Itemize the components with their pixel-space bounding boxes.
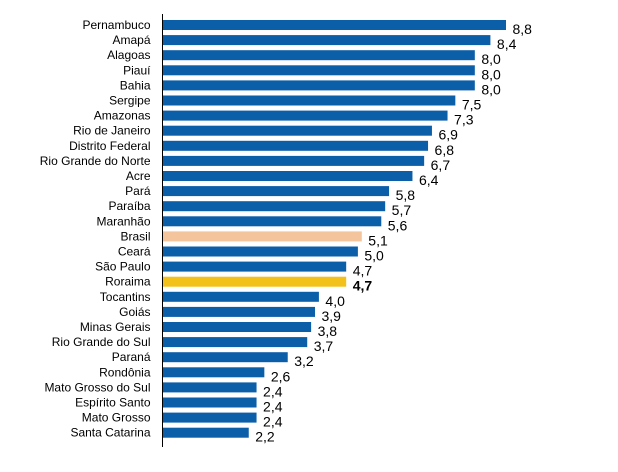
bars-layer	[163, 20, 506, 438]
bar-8	[163, 140, 429, 151]
value-label-2: 8,0	[481, 51, 501, 67]
bar-4	[163, 80, 475, 91]
value-label-11: 5,8	[396, 187, 416, 203]
category-label-9: Rio Grande do Norte	[40, 154, 151, 168]
category-label-12: Paraíba	[108, 199, 150, 213]
value-label-10: 6,4	[419, 172, 439, 188]
value-label-19: 3,9	[322, 308, 342, 324]
bar-20	[163, 322, 312, 332]
value-label-27: 2,2	[255, 429, 275, 445]
bar-23	[163, 367, 265, 378]
bar-0	[163, 20, 506, 30]
value-label-5: 7,5	[462, 97, 482, 113]
category-label-11: Pará	[125, 184, 151, 198]
value-label-22: 3,2	[294, 353, 314, 369]
bar-25	[163, 397, 257, 408]
bar-17	[163, 276, 347, 287]
value-labels: 8,88,48,08,08,07,57,36,96,86,76,45,85,75…	[255, 21, 532, 445]
category-label-7: Rio de Janeiro	[73, 124, 151, 138]
value-label-20: 3,8	[318, 323, 338, 339]
bar-24	[163, 382, 257, 393]
category-label-4: Bahia	[120, 78, 151, 92]
value-label-15: 5,0	[364, 248, 384, 264]
value-label-1: 8,4	[497, 36, 517, 52]
bar-26	[163, 412, 257, 423]
category-label-14: Brasil	[120, 229, 150, 243]
category-label-10: Acre	[126, 169, 151, 183]
category-label-13: Maranhão	[96, 214, 150, 228]
value-label-9: 6,7	[431, 157, 451, 173]
bar-21	[163, 337, 308, 348]
value-label-13: 5,6	[388, 217, 408, 233]
category-label-8: Distrito Federal	[69, 139, 150, 153]
value-label-16: 4,7	[353, 263, 373, 279]
bar-2	[163, 50, 475, 61]
bar-3	[163, 65, 475, 76]
value-label-24: 2,4	[263, 383, 283, 399]
bar-7	[163, 125, 432, 136]
category-label-26: Mato Grosso	[82, 411, 151, 425]
category-label-27: Santa Catarina	[70, 426, 150, 440]
value-label-14: 5,1	[368, 232, 388, 248]
category-label-21: Rio Grande do Sul	[52, 335, 151, 349]
value-label-7: 6,9	[438, 127, 458, 143]
category-label-16: São Paulo	[95, 260, 151, 274]
category-label-2: Alagoas	[107, 48, 150, 62]
bar-22	[163, 352, 288, 363]
category-label-6: Amazonas	[94, 109, 151, 123]
bar-16	[163, 261, 347, 272]
bar-18	[163, 291, 319, 302]
value-label-8: 6,8	[435, 142, 455, 158]
category-label-23: Rondônia	[99, 365, 151, 379]
category-label-19: Goiás	[119, 305, 150, 319]
category-label-15: Ceará	[118, 245, 151, 259]
value-label-12: 5,7	[392, 202, 412, 218]
value-label-4: 8,0	[481, 81, 501, 97]
bar-11	[163, 186, 390, 197]
category-label-18: Tocantins	[100, 290, 151, 304]
bar-6	[163, 110, 448, 121]
bar-1	[163, 35, 491, 46]
value-label-6: 7,3	[454, 112, 474, 128]
value-label-17: 4,7	[353, 278, 373, 294]
category-label-24: Mato Grosso do Sul	[44, 380, 150, 394]
value-label-26: 2,4	[263, 414, 283, 430]
bar-5	[163, 95, 456, 106]
bar-19	[163, 306, 316, 317]
category-label-25: Espírito Santo	[75, 396, 151, 410]
category-label-0: Pernambuco	[82, 18, 150, 32]
bar-15	[163, 246, 358, 257]
bar-9	[163, 155, 425, 166]
value-label-18: 4,0	[325, 293, 345, 309]
value-label-0: 8,8	[513, 21, 533, 37]
bar-13	[163, 216, 382, 227]
category-label-5: Sergipe	[109, 94, 151, 108]
value-label-23: 2,6	[271, 368, 291, 384]
category-label-20: Minas Gerais	[80, 320, 151, 334]
bar-27	[163, 427, 249, 438]
category-label-1: Amapá	[112, 33, 150, 47]
category-label-17: Roraima	[105, 275, 151, 289]
bar-10	[163, 171, 413, 181]
value-label-3: 8,0	[481, 66, 501, 82]
category-label-22: Paraná	[112, 350, 151, 364]
category-label-3: Piauí	[123, 63, 151, 77]
bar-14	[163, 231, 362, 242]
value-label-25: 2,4	[263, 399, 283, 415]
category-labels: PernambucoAmapáAlagoasPiauíBahiaSergipeA…	[40, 18, 151, 440]
value-label-21: 3,7	[314, 338, 334, 354]
bar-12	[163, 201, 386, 212]
